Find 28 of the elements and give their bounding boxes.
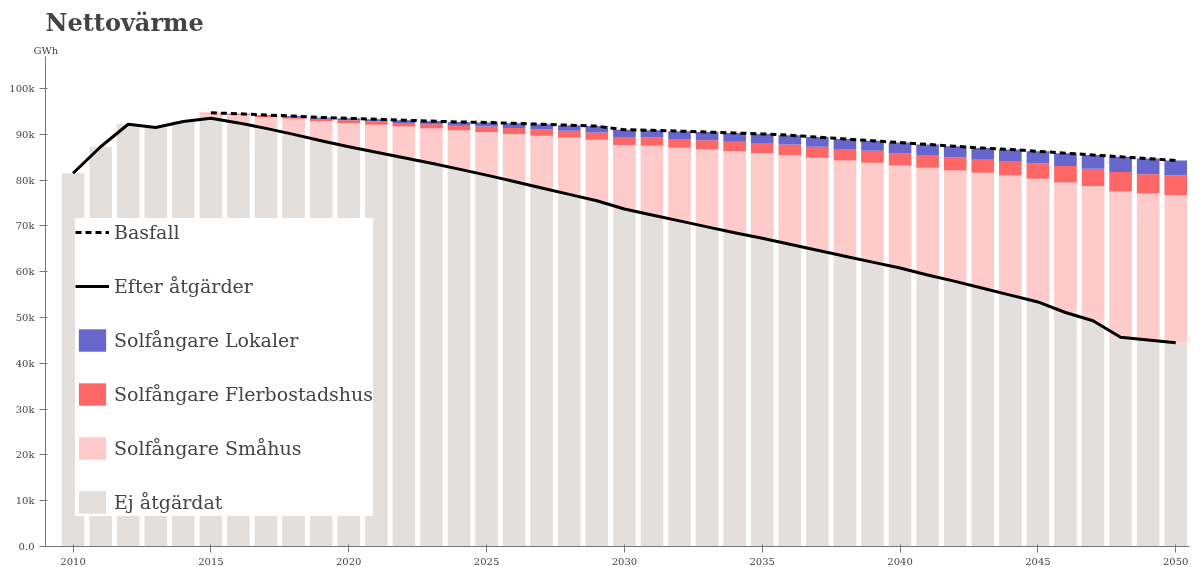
y-tick-label: 40k xyxy=(15,357,36,369)
y-tick-label: 0.0 xyxy=(18,541,35,552)
legend-label: Basfall xyxy=(114,221,180,243)
x-tick-label: 2015 xyxy=(198,555,224,567)
y-tick-label: 80k xyxy=(15,174,36,186)
y-tick-label: 20k xyxy=(15,449,36,461)
x-tick-label: 2030 xyxy=(611,555,638,567)
y-tick-label: 50k xyxy=(15,312,36,324)
x-tick-label: 2040 xyxy=(887,555,913,567)
legend-label: Solfångare Lokaler xyxy=(114,329,299,351)
y-tick-label: 10k xyxy=(15,495,36,507)
y-tick-label: 100k xyxy=(9,83,36,95)
x-tick-label: 2020 xyxy=(336,555,362,567)
x-tick-label: 2035 xyxy=(749,555,775,567)
legend-label: Solfångare Småhus xyxy=(114,437,302,459)
y-tick-label: 30k xyxy=(15,403,36,415)
x-tick-label: 2045 xyxy=(1025,555,1051,567)
legend-label: Ej åtgärdat xyxy=(114,491,223,513)
y-tick-label: 90k xyxy=(15,128,36,140)
legend-label: Solfångare Flerbostadshus xyxy=(114,383,374,405)
y-tick-label: 70k xyxy=(15,220,36,232)
y-tick-label: 60k xyxy=(15,266,36,278)
x-tick-label: 2025 xyxy=(473,555,500,567)
x-tick-label: 2010 xyxy=(60,555,86,567)
y-axis-title: GWh xyxy=(33,44,59,56)
chart-title: Nettovärme xyxy=(45,7,204,37)
x-tick-label: 2050 xyxy=(1162,555,1189,567)
legend-label: Efter åtgärder xyxy=(114,275,253,297)
